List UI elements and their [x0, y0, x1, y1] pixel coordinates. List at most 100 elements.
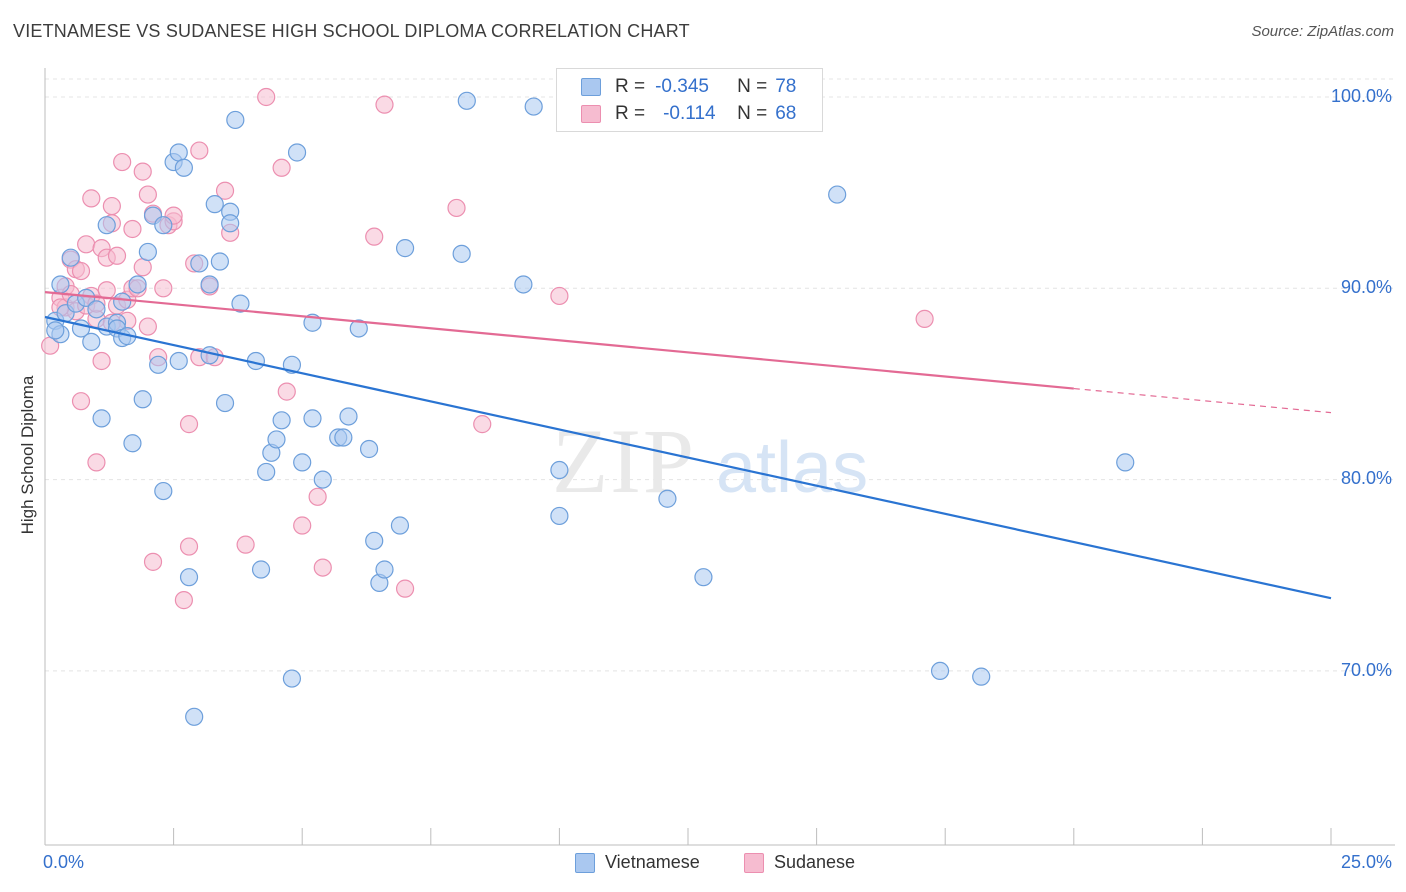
sudanese-point [71, 261, 91, 281]
vietnamese-point [972, 667, 991, 686]
vietnamese-point [128, 275, 147, 294]
sudanese-point [550, 286, 569, 306]
vietnamese-points [46, 91, 1135, 726]
vietnamese-point [169, 351, 188, 371]
sudanese-legend-label: Sudanese [774, 852, 856, 872]
stats-legend: R = -0.345 N = 78 R = -0.114 N = 68 [556, 68, 823, 132]
vietnamese-point [375, 560, 394, 579]
sudanese-point [87, 453, 106, 472]
vietnamese-point [169, 143, 188, 162]
sudanese-point [82, 189, 101, 208]
sudanese-point [313, 558, 332, 577]
sudanese-point [395, 579, 415, 598]
vietnamese-point [293, 453, 312, 472]
n-value: 78 [775, 76, 797, 97]
sudanese-trend-extension [1073, 387, 1332, 414]
vietnamese-point [457, 91, 476, 110]
legend-row-sudanese: R = -0.114 N = 68 [581, 102, 796, 126]
vietnamese-point [82, 332, 101, 351]
sudanese-point [447, 198, 466, 218]
sudanese-point [272, 158, 291, 177]
vietnamese-point [149, 355, 168, 374]
vietnamese-point [550, 506, 569, 526]
vietnamese-point [339, 407, 358, 426]
vietnamese-point [200, 275, 219, 294]
y-tick-80: 80.0% [1340, 468, 1392, 488]
x-tick-min: 0.0% [43, 852, 85, 872]
watermark: ZIP atlas [552, 410, 868, 512]
vietnamese-point [205, 195, 224, 214]
sudanese-point [190, 141, 209, 160]
vietnamese-point [828, 185, 847, 204]
sudanese-point [277, 382, 296, 401]
sudanese-point [138, 185, 157, 204]
vietnamese-point [282, 669, 302, 688]
vietnamese-point [51, 275, 70, 294]
vietnamese-point [359, 439, 379, 459]
vietnamese-point [46, 321, 65, 340]
vietnamese-point [61, 248, 80, 267]
sudanese-point [215, 181, 235, 200]
sudanese-point [179, 415, 199, 434]
vietnamese-point [92, 409, 111, 428]
sudanese-point [365, 227, 384, 246]
sudanese-point [915, 309, 934, 329]
vietnamese-point [395, 239, 415, 258]
vietnamese-point [174, 158, 193, 177]
vietnamese-point [113, 292, 132, 311]
r-value: -0.114 [663, 103, 716, 124]
vietnamese-point [221, 214, 240, 233]
sudanese-swatch [581, 105, 601, 123]
vietnamese-point [226, 110, 245, 130]
vietnamese-point [550, 460, 569, 480]
vietnamese-point [154, 216, 173, 235]
legend-row-vietnamese: R = -0.345 N = 78 [581, 75, 796, 99]
vietnamese-point [694, 568, 713, 587]
vietnamese-point [138, 242, 157, 262]
sudanese-point [293, 516, 312, 535]
sudanese-point [102, 196, 121, 216]
vietnamese-point [334, 428, 353, 447]
vietnamese-point [267, 430, 286, 449]
vietnamese-point [390, 516, 410, 535]
sudanese-legend-swatch [744, 852, 764, 873]
source-label: Source: ZipAtlas.com [1251, 23, 1394, 40]
vietnamese-point [210, 252, 229, 271]
vietnamese-point [365, 531, 384, 550]
vietnamese-point [930, 661, 950, 681]
vietnamese-point [215, 393, 235, 413]
n-label: N = [737, 76, 768, 97]
sudanese-point [71, 392, 91, 411]
y-tick-70: 70.0% [1340, 660, 1392, 680]
vietnamese-point [97, 216, 116, 235]
sudanese-point [123, 219, 142, 239]
sudanese-point [133, 162, 152, 181]
vietnamese-point [185, 707, 204, 726]
vietnamese-point [179, 568, 199, 587]
sudanese-point [113, 152, 132, 172]
sudanese-point [375, 95, 394, 114]
n-value: 68 [775, 103, 797, 124]
y-tick-100: 100.0% [1330, 86, 1392, 106]
sudanese-point [174, 591, 193, 610]
vietnamese-point [303, 409, 322, 428]
chart-title: VIETNAMESE VS SUDANESE HIGH SCHOOL DIPLO… [13, 21, 690, 41]
y-tick-90: 90.0% [1340, 277, 1392, 297]
vietnamese-point [287, 143, 307, 162]
vietnamese-point [257, 462, 276, 482]
vietnamese-point [231, 294, 250, 313]
vietnamese-trend-line [44, 315, 1332, 600]
vietnamese-point [133, 390, 152, 409]
sudanese-point [473, 415, 492, 434]
vietnamese-point [272, 411, 291, 430]
grid-lines [45, 78, 1395, 672]
vietnamese-point [524, 97, 543, 116]
vietnamese-point [313, 470, 332, 489]
r-value: -0.345 [655, 76, 709, 97]
axes [44, 68, 1395, 846]
vietnamese-point [1116, 453, 1135, 472]
sudanese-point [133, 258, 152, 277]
vietnamese-point [452, 244, 471, 263]
legend-vietnamese: Vietnamese [575, 852, 700, 873]
